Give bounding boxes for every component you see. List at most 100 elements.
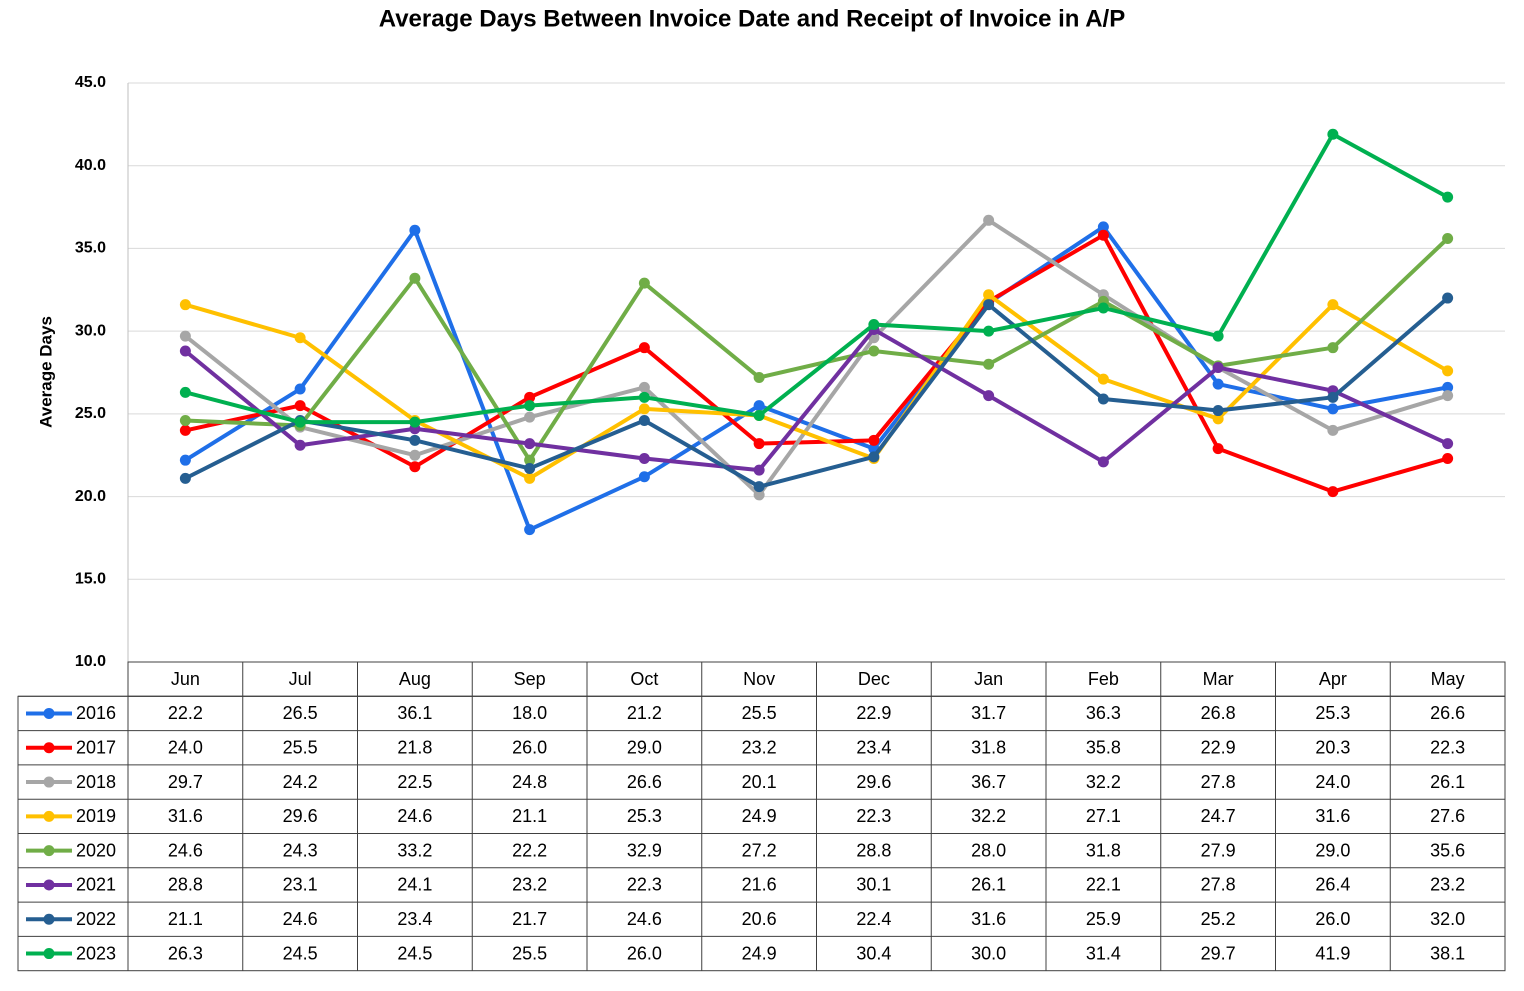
table-value: 26.1 <box>971 875 1006 895</box>
table-value: 26.0 <box>627 943 662 963</box>
point <box>638 453 650 465</box>
table-value: 31.8 <box>971 738 1006 758</box>
x-tick-label: Mar <box>1203 669 1234 689</box>
point <box>1442 390 1454 402</box>
point <box>179 414 191 426</box>
table-value: 24.0 <box>1315 772 1350 792</box>
point <box>1442 381 1454 393</box>
table-value: 26.1 <box>1430 772 1465 792</box>
x-tick-label: Oct <box>630 669 658 689</box>
point <box>1327 403 1339 415</box>
point <box>1097 456 1109 468</box>
table-value: 21.1 <box>168 909 203 929</box>
table-value: 24.9 <box>742 943 777 963</box>
table-value: 24.6 <box>397 806 432 826</box>
point <box>1212 413 1224 425</box>
point <box>868 319 880 331</box>
table-value: 38.1 <box>1430 943 1465 963</box>
legend-label: 2018 <box>76 772 116 792</box>
point <box>1327 391 1339 403</box>
x-tick-label: May <box>1431 669 1465 689</box>
table-value: 32.2 <box>1086 772 1121 792</box>
point <box>409 434 421 446</box>
table-value: 24.7 <box>1201 806 1236 826</box>
table-value: 26.0 <box>1315 909 1350 929</box>
point <box>1442 191 1454 203</box>
point <box>983 358 995 370</box>
legend-marker <box>43 742 55 754</box>
table-value: 31.8 <box>1086 840 1121 860</box>
x-tick-label: Nov <box>743 669 775 689</box>
point <box>638 391 650 403</box>
point <box>179 424 191 436</box>
point <box>753 438 765 450</box>
point <box>1097 393 1109 405</box>
y-tick-label: 20.0 <box>75 488 106 505</box>
table-value: 25.5 <box>283 738 318 758</box>
point <box>409 416 421 428</box>
table-value: 27.6 <box>1430 806 1465 826</box>
table-value: 22.3 <box>1430 738 1465 758</box>
point <box>1442 233 1454 245</box>
point <box>524 524 536 536</box>
table-value: 41.9 <box>1315 943 1350 963</box>
point <box>409 272 421 284</box>
table-value: 26.4 <box>1315 875 1350 895</box>
point <box>983 299 995 311</box>
point <box>1097 302 1109 314</box>
point <box>1212 378 1224 390</box>
table-value: 25.9 <box>1086 909 1121 929</box>
point <box>524 391 536 403</box>
table-value: 35.6 <box>1430 840 1465 860</box>
table-value: 23.2 <box>1430 875 1465 895</box>
table-value: 24.6 <box>627 909 662 929</box>
table-value: 26.6 <box>1430 703 1465 723</box>
point <box>1327 128 1339 140</box>
point <box>524 454 536 466</box>
x-tick-label: Sep <box>514 669 546 689</box>
point <box>524 438 536 450</box>
point <box>1442 438 1454 450</box>
point <box>294 416 306 428</box>
point <box>753 481 765 493</box>
table-value: 22.4 <box>856 909 891 929</box>
x-tick-label: Apr <box>1319 669 1347 689</box>
y-tick-label: 30.0 <box>75 322 106 339</box>
table-value: 23.4 <box>856 738 891 758</box>
point <box>1442 365 1454 377</box>
table-value: 27.1 <box>1086 806 1121 826</box>
table-value: 28.8 <box>856 840 891 860</box>
legend-marker <box>43 879 55 891</box>
table-value: 26.0 <box>512 738 547 758</box>
series-line <box>184 327 1449 473</box>
table-value: 25.3 <box>1315 703 1350 723</box>
table-value: 24.5 <box>283 943 318 963</box>
table-value: 24.8 <box>512 772 547 792</box>
point <box>179 330 191 342</box>
table-value: 29.0 <box>1315 840 1350 860</box>
legend-marker <box>43 776 55 788</box>
table-value: 24.6 <box>283 909 318 929</box>
table-value: 36.3 <box>1086 703 1121 723</box>
y-tick-label: 35.0 <box>75 240 106 257</box>
table-value: 30.4 <box>856 943 891 963</box>
table-value: 31.6 <box>1315 806 1350 826</box>
point <box>409 224 421 236</box>
point <box>179 299 191 311</box>
point <box>524 411 536 423</box>
table-value: 30.0 <box>971 943 1006 963</box>
point <box>638 414 650 426</box>
point <box>868 451 880 463</box>
table-value: 23.4 <box>397 909 432 929</box>
point <box>1097 221 1109 233</box>
point <box>753 489 765 501</box>
table-value: 31.7 <box>971 703 1006 723</box>
legend-label: 2022 <box>76 909 116 929</box>
point <box>179 454 191 466</box>
point <box>524 472 536 484</box>
table-value: 22.5 <box>397 772 432 792</box>
point <box>753 464 765 476</box>
table-value: 28.8 <box>168 875 203 895</box>
table-value: 21.6 <box>742 875 777 895</box>
point <box>983 289 995 301</box>
